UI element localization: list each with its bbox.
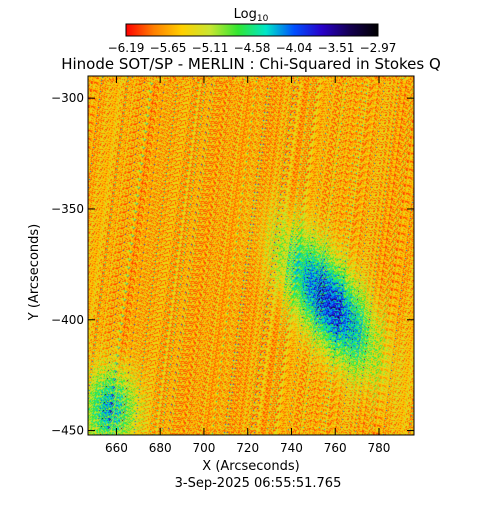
x-tick-label: 700 [193, 441, 216, 455]
colorbar-tick-label: −2.97 [360, 41, 397, 55]
y-tick-label: −350 [51, 202, 84, 216]
x-tick-label: 680 [149, 441, 172, 455]
timestamp: 3-Sep-2025 06:55:51.765 [175, 476, 342, 491]
y-tick-label: −400 [51, 313, 84, 327]
colorbar-ticks: −6.19 −5.65 −5.11 −4.58 −4.04 −3.51 −2.97 [108, 41, 397, 55]
y-axis-label: Y (Arcseconds) [27, 224, 42, 321]
heatmap [88, 76, 414, 435]
y-tick-label: −300 [51, 91, 84, 105]
colorbar [125, 23, 379, 37]
colorbar-tick-label: −4.04 [276, 41, 313, 55]
heatmap-raster [88, 76, 414, 435]
colorbar-tick-label: −5.11 [192, 41, 229, 55]
x-tick-label: 760 [324, 441, 347, 455]
x-tick-label: 720 [236, 441, 259, 455]
colorbar-tick-label: −4.58 [234, 41, 271, 55]
plot-frame [87, 75, 415, 436]
x-tick-label: 780 [368, 441, 391, 455]
colorbar-tick-label: −6.19 [108, 41, 145, 55]
colorbar-tick-label: −5.65 [150, 41, 187, 55]
colorbar-label: Log10 [234, 7, 269, 24]
y-axis: −300 −350 −400 −450 [51, 91, 414, 438]
colorbar-label-main: Log [234, 7, 257, 22]
x-tick-label: 660 [105, 441, 128, 455]
y-tick-label: −450 [51, 424, 84, 438]
x-axis: 660 680 700 720 740 760 780 [105, 76, 390, 455]
x-tick-label: 740 [280, 441, 303, 455]
chart-title: Hinode SOT/SP - MERLIN : Chi-Squared in … [61, 55, 441, 73]
x-axis-label: X (Arcseconds) [202, 459, 299, 474]
colorbar-tick-label: −3.51 [318, 41, 355, 55]
colorbar-label-sub: 10 [257, 14, 269, 24]
